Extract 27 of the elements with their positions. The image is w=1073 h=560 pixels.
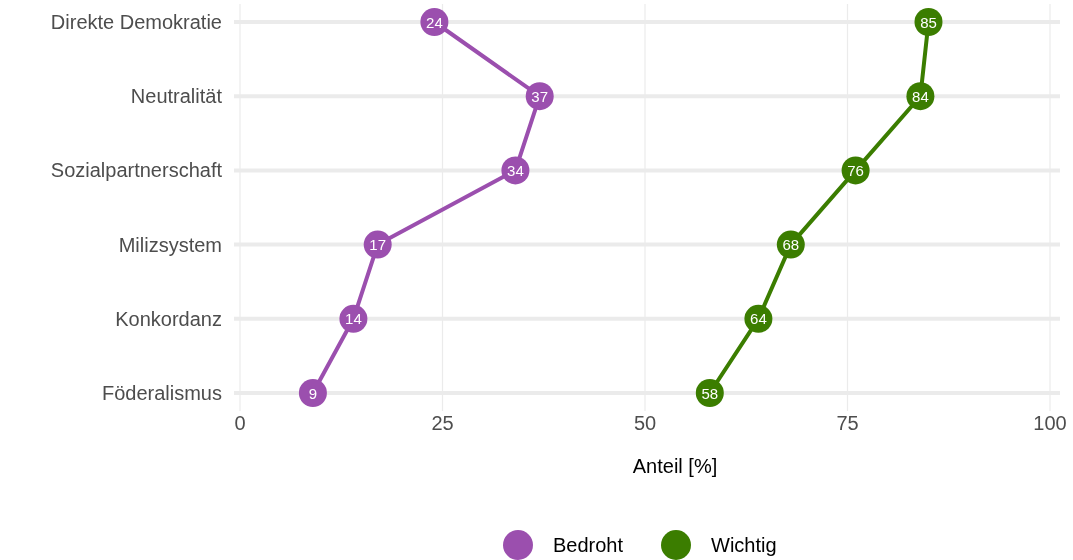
y-tick-label: Föderalismus xyxy=(101,382,222,404)
x-tick-label: 100 xyxy=(1033,412,1067,434)
y-tick-label: Milizsystem xyxy=(118,233,222,256)
data-label: 85 xyxy=(920,13,937,31)
legend-label: Bedroht xyxy=(553,534,624,556)
data-label: 58 xyxy=(701,384,719,402)
legend-label: Wichtig xyxy=(711,534,777,556)
data-label: 34 xyxy=(507,161,524,179)
data-label: 37 xyxy=(531,87,549,105)
data-label: 14 xyxy=(345,310,362,328)
data-label: 76 xyxy=(847,161,864,179)
x-tick-label: 25 xyxy=(431,412,454,434)
data-label: 84 xyxy=(912,87,929,105)
y-tick-label: Direkte Demokratie xyxy=(50,11,222,33)
data-label: 64 xyxy=(750,310,767,328)
y-tick-label: Sozialpartnerschaft xyxy=(50,159,223,182)
x-tick-label: 0 xyxy=(234,412,246,434)
data-label: 17 xyxy=(369,236,387,254)
x-tick-label: 50 xyxy=(633,412,657,434)
data-label: 68 xyxy=(782,236,800,254)
point xyxy=(298,379,327,407)
data-label: 9 xyxy=(308,384,318,402)
x-axis-title: Anteil [%] xyxy=(632,455,718,477)
x-tick-label: 75 xyxy=(836,412,859,434)
y-tick-label: Neutralität xyxy=(130,85,223,108)
y-tick-label: Konkordanz xyxy=(115,307,222,330)
data-label: 24 xyxy=(426,13,443,31)
